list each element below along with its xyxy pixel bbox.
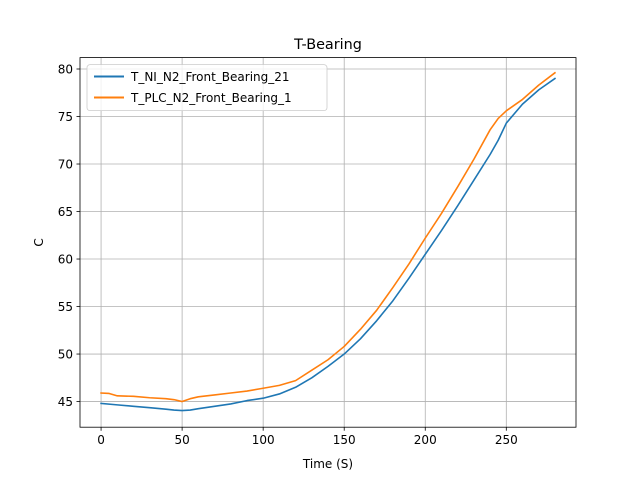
- y-tick-label: 75: [58, 110, 73, 124]
- x-tick-label: 50: [174, 433, 189, 447]
- y-axis-label: C: [32, 238, 46, 246]
- y-tick-label: 60: [58, 252, 73, 266]
- x-tick-label: 0: [97, 433, 105, 447]
- legend-entry-series-2: T_PLC_N2_Front_Bearing_1: [130, 91, 292, 105]
- x-tick-label: 200: [414, 433, 437, 447]
- legend-entry-series-1: T_NI_N2_Front_Bearing_21: [130, 70, 290, 84]
- y-tick-label: 70: [58, 157, 73, 171]
- series-line-1: [100, 77, 557, 412]
- x-tick-label: 100: [252, 433, 275, 447]
- grid-lines: [80, 57, 576, 428]
- y-tick-label: 55: [58, 300, 73, 314]
- plot-frame: [79, 57, 577, 428]
- y-tick-label: 45: [58, 395, 73, 409]
- plot-area-background: [80, 57, 576, 428]
- legend: T_NI_N2_Front_Bearing_21 T_PLC_N2_Front_…: [86, 64, 328, 111]
- x-axis-label: Time (S): [302, 457, 353, 471]
- x-tick-label: 150: [333, 433, 356, 447]
- series-lines: [100, 71, 557, 412]
- y-tick-label: 50: [58, 347, 73, 361]
- y-tick-label: 65: [58, 205, 73, 219]
- series-line-2: [100, 71, 557, 403]
- x-tick-label: 250: [495, 433, 518, 447]
- legend-box: [86, 64, 328, 111]
- chart-title: T-Bearing: [293, 37, 362, 53]
- y-tick-label: 80: [58, 62, 73, 76]
- axis-ticks: 0 50 100 150 200 250 45 50 55 60 65 70 75 80: [58, 62, 518, 447]
